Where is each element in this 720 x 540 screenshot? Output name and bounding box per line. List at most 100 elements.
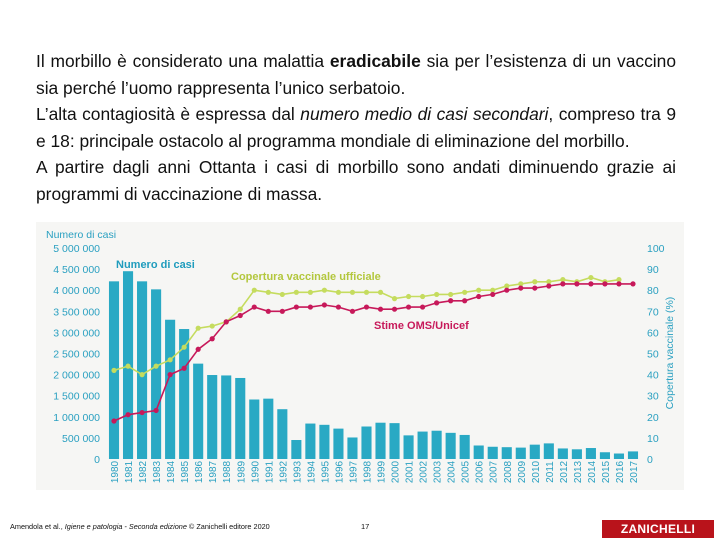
point-official-coverage [111,367,117,373]
point-who-unicef-estimate [237,312,243,319]
point-who-unicef-estimate [588,281,594,287]
bar-cases [305,423,316,459]
point-official-coverage [405,293,412,300]
page-number: 17 [361,522,370,531]
bar-cases [571,449,582,459]
p1-text-end: sia per l’esistenza di un vaccino sia pe… [36,51,676,98]
y-left-tick-label: 1 500 000 [53,391,100,403]
y-left-tick-label: 4 500 000 [53,264,100,276]
bar-cases [417,431,428,459]
x-tick-label: 1994 [306,460,317,483]
p1-text: Il morbillo è considerato una malattia [36,51,330,71]
x-tick-label: 1992 [278,460,289,483]
point-who-unicef-estimate [616,281,622,287]
x-tick-label: 1983 [152,460,163,483]
y-right-tick-label: 30 [647,391,659,403]
x-tick-label: 1984 [166,460,177,483]
point-official-coverage [209,323,215,329]
annotation-cases: Numero di casi [116,259,195,271]
x-tick-label: 2013 [573,460,584,483]
bar-cases [445,432,456,459]
bar-cases [613,453,625,459]
bar-cases [599,452,610,459]
point-official-coverage [434,291,440,298]
x-tick-label: 1998 [362,460,373,483]
x-tick-label: 2006 [475,460,486,483]
line-who-unicef-estimate [113,283,633,422]
point-official-coverage [419,293,426,300]
point-official-coverage [167,357,173,363]
x-tick-label: 2002 [419,460,430,483]
bar-cases [473,445,484,459]
y-left-tick-label: 3 500 000 [53,306,100,318]
y-left-axis-title: Numero di casi [46,229,116,241]
point-who-unicef-estimate [518,285,524,291]
point-official-coverage [504,283,510,289]
point-official-coverage [335,289,342,295]
point-official-coverage [546,279,552,285]
x-tick-label: 2017 [629,460,640,483]
point-official-coverage [349,289,356,295]
point-official-coverage [153,363,159,369]
bar-cases [333,428,344,459]
point-official-coverage [363,289,370,295]
point-who-unicef-estimate [153,407,159,414]
point-who-unicef-estimate [321,302,328,308]
y-left-tick-label: 2 500 000 [53,349,100,361]
point-who-unicef-estimate [532,285,538,291]
point-who-unicef-estimate [349,308,356,314]
p1-bold: eradicabile [329,51,421,71]
x-tick-label: 1990 [250,460,261,483]
point-who-unicef-estimate [462,298,468,304]
y-left-tick-label: 4 000 000 [53,285,100,297]
bar-cases [221,375,232,459]
point-official-coverage [616,277,622,283]
point-who-unicef-estimate [279,308,285,314]
point-who-unicef-estimate [574,281,580,287]
point-who-unicef-estimate [181,365,187,371]
chart-area: 0 500 000 1 000 000 1 500 000 2 000 000 2 500… [36,222,684,490]
y-left-tick-label: 5 000 000 [53,243,100,255]
bar-cases [347,437,358,459]
bar-cases [291,440,302,459]
point-who-unicef-estimate [195,346,201,352]
x-tick-label: 1981 [124,460,135,483]
footer-credit: Amendola et al., Igiene e patologia - Se… [10,522,270,531]
bar-cases [361,426,372,459]
x-tick-label: 2014 [587,460,598,483]
y-right-tick-label: 100 [647,243,665,255]
x-tick-label: 1989 [236,460,247,483]
x-tick-label: 1982 [138,460,149,483]
point-who-unicef-estimate [125,412,131,418]
point-official-coverage [490,287,496,293]
bar-cases [389,423,400,459]
point-who-unicef-estimate [223,319,229,325]
y-right-axis-title: Copertura vaccinale (%) [664,297,676,410]
point-who-unicef-estimate [630,281,636,287]
bar-cases [529,444,540,459]
x-tick-label: 1988 [222,460,233,483]
x-tick-label: 2009 [517,460,528,483]
x-tick-label: 1991 [264,460,275,483]
footer: Amendola et al., Igiene e patologia - Se… [0,514,720,540]
y-left-tick-label: 2 000 000 [53,370,100,382]
point-who-unicef-estimate [504,287,510,293]
point-official-coverage [377,289,384,295]
point-who-unicef-estimate [335,304,342,310]
p2-italic: numero medio di casi secondari [300,104,549,124]
point-who-unicef-estimate [419,304,426,310]
point-who-unicef-estimate [251,304,257,310]
point-who-unicef-estimate [293,304,299,310]
point-who-unicef-estimate [560,281,566,287]
y-right-tick-label: 90 [647,264,659,276]
x-tick-label: 2008 [503,460,514,483]
x-tick-label: 1996 [334,460,345,483]
point-official-coverage [532,279,538,285]
x-tick-label: 1995 [320,460,331,483]
x-tick-label: 1993 [292,460,303,483]
x-tick-label: 2001 [405,460,416,483]
point-who-unicef-estimate [405,304,412,310]
zanichelli-logo: ZANICHELLI [602,520,714,538]
point-who-unicef-estimate [476,293,482,300]
point-official-coverage [139,372,145,378]
